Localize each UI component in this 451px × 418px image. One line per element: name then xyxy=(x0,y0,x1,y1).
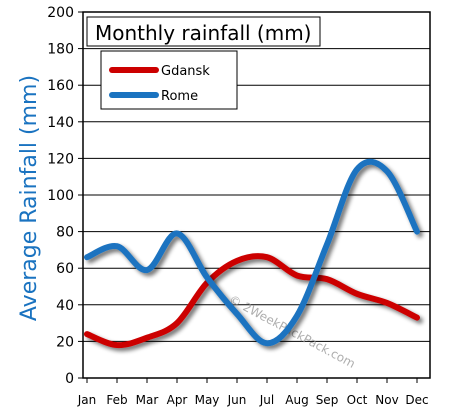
y-tick-label: 60 xyxy=(56,261,74,277)
x-tick-label: Feb xyxy=(106,393,127,407)
x-tick-label: May xyxy=(195,393,220,407)
x-tick-label: Nov xyxy=(375,393,398,407)
y-axis-label: Average Rainfall (mm) xyxy=(17,75,42,321)
y-tick-label: 100 xyxy=(47,188,74,204)
x-tick-label: Sep xyxy=(316,393,339,407)
x-tick-label: Mar xyxy=(136,393,159,407)
x-tick-label: Aug xyxy=(285,393,308,407)
legend: Gdansk Rome xyxy=(100,50,238,110)
y-tick-label: 160 xyxy=(47,78,74,94)
x-tick-label: Apr xyxy=(167,393,188,407)
series-lines xyxy=(84,158,420,349)
series-line-rome xyxy=(84,158,420,347)
y-tick-label: 200 xyxy=(47,5,74,21)
y-tick-label: 180 xyxy=(47,42,74,58)
y-tick-label: 140 xyxy=(47,115,74,131)
y-tick-label: 0 xyxy=(65,371,74,387)
x-tick-label: Jun xyxy=(227,393,247,407)
title-box: Monthly rainfall (mm) xyxy=(86,16,321,47)
y-tick-labels: 0 20 40 60 80 100 120 140 160 180 200 xyxy=(47,5,74,387)
x-tick-label: Jan xyxy=(77,393,97,407)
x-tick-label: Jul xyxy=(259,393,274,407)
series-line-gdansk xyxy=(84,253,420,349)
x-tick-labels: Jan Feb Mar Apr May Jun Jul Aug Sep Oct Nov Dec xyxy=(77,378,429,407)
chart-title: Monthly rainfall (mm) xyxy=(95,21,311,45)
legend-label-gdansk: Gdansk xyxy=(161,64,210,79)
y-tick-label: 120 xyxy=(47,151,74,167)
legend-label-rome: Rome xyxy=(161,89,198,104)
x-tick-label: Oct xyxy=(347,393,368,407)
y-tick-label: 80 xyxy=(56,225,74,241)
y-tick-label: 40 xyxy=(56,298,74,314)
x-tick-label: Dec xyxy=(405,393,428,407)
title-box-border xyxy=(86,16,321,47)
legend-box xyxy=(100,50,238,110)
y-tick-label: 20 xyxy=(56,334,74,350)
